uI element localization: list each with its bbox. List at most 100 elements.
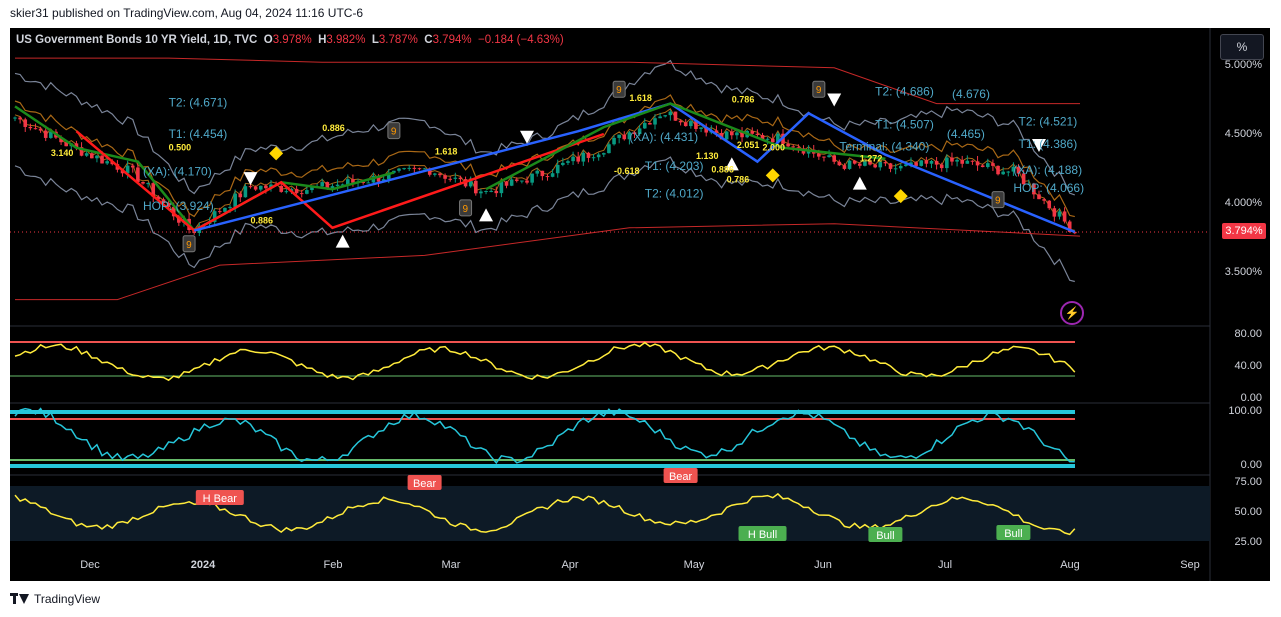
candle-body	[310, 186, 314, 191]
candle-body	[376, 175, 381, 182]
buy-triangle-marker	[724, 157, 739, 171]
candle-body	[161, 199, 166, 204]
candle-body	[730, 131, 734, 136]
sell-triangle-marker	[1032, 139, 1046, 153]
candle-body	[765, 138, 770, 140]
candle-body	[602, 153, 606, 155]
candle-body	[392, 170, 396, 173]
price-chart[interactable]: H Bear Bear Bear H Bull Bull Bull T2: (4.671)…	[10, 28, 1270, 581]
candle-body	[233, 193, 237, 207]
candle-body	[576, 156, 580, 162]
divergence-label: Bull	[1004, 528, 1022, 540]
candle-body	[970, 160, 975, 162]
candle-body	[386, 172, 391, 180]
candle-body	[776, 133, 780, 143]
candle-body	[100, 155, 104, 164]
candle-body	[868, 161, 872, 165]
high-label: H	[318, 34, 327, 46]
footer-brand-text: TradingView	[34, 592, 101, 606]
candle-body	[346, 179, 350, 185]
candle-body	[474, 180, 478, 194]
candle-body	[1037, 194, 1041, 200]
last-price-badge: 3.794%	[1222, 223, 1266, 239]
candle-body	[965, 160, 970, 164]
candle-body	[596, 154, 601, 158]
candle-body	[581, 152, 586, 162]
candle-body	[791, 146, 796, 148]
osc3-tick-label: 25.00	[1234, 536, 1262, 548]
candle-body	[673, 111, 678, 121]
osc3-tick-label: 50.00	[1234, 506, 1262, 518]
td-count-box	[812, 80, 826, 98]
candle-body	[873, 164, 877, 168]
candle-body	[540, 170, 545, 177]
candle-body	[1047, 200, 1052, 209]
candle-body	[64, 142, 68, 147]
candle-body	[760, 134, 765, 140]
candle-body	[284, 191, 289, 193]
candle-body	[18, 117, 22, 120]
divergence-label: Bear	[669, 471, 693, 483]
candle-body	[166, 203, 171, 207]
diamond-marker	[765, 168, 780, 183]
candle-body	[735, 132, 739, 136]
candle-body	[842, 165, 847, 169]
footer-brand[interactable]: TradingView	[10, 592, 100, 606]
blue-zigzag-line	[193, 102, 1076, 234]
candle-body	[43, 130, 48, 138]
candle-body	[852, 160, 857, 164]
candle-body	[509, 179, 514, 186]
candle-body	[822, 156, 826, 158]
td-count-label: 9	[186, 240, 192, 251]
harmonic-target-label: T2: (4.012)	[645, 186, 704, 200]
diamond-marker	[893, 189, 908, 204]
harmonic-target-label: (4.465)	[947, 127, 985, 141]
candle-body	[458, 177, 463, 180]
candle-body	[986, 163, 990, 168]
candle-body	[223, 207, 227, 212]
percent-scale-button[interactable]: %	[1220, 34, 1264, 60]
candle-body	[817, 153, 821, 157]
candle-body	[361, 181, 365, 183]
x-tick-label: May	[683, 559, 705, 571]
x-tick-label: Mar	[441, 559, 461, 571]
candle-body	[1067, 221, 1072, 232]
low-value: 3.787%	[378, 34, 418, 46]
candle-body	[59, 137, 63, 143]
candle-body	[939, 164, 944, 169]
candle-body	[520, 180, 524, 182]
candle-body	[924, 160, 929, 164]
harmonic-target-label: HOP: (3.924)	[143, 199, 214, 213]
candle-body	[151, 183, 156, 197]
candle-body	[248, 186, 253, 188]
candle-body	[146, 183, 150, 185]
candle-body	[648, 122, 652, 125]
candle-body	[607, 144, 611, 154]
y-tick-label: 5.000%	[1224, 59, 1262, 71]
candle-body	[489, 190, 493, 192]
osc1-tick-label: 80.00	[1234, 328, 1262, 340]
candle-body	[468, 180, 473, 187]
y-tick-label: 4.500%	[1224, 128, 1262, 140]
fib-ratio-label: 0.500	[169, 143, 192, 153]
candle-body	[847, 160, 852, 169]
td-count-label: 9	[463, 204, 469, 215]
candle-body	[125, 165, 130, 174]
candle-body	[960, 159, 964, 164]
candle-body	[919, 160, 924, 166]
fib-ratio-label: 3.140	[51, 148, 74, 158]
candle-body	[566, 161, 570, 163]
buy-triangle-marker	[852, 176, 867, 190]
candle-body	[714, 130, 719, 134]
candle-body	[294, 188, 299, 194]
chart-frame[interactable]: H Bear Bear Bear H Bull Bull Bull T2: (4.671)…	[10, 28, 1270, 581]
oscillator-3-line	[14, 492, 1076, 536]
x-tick-label: Jun	[814, 559, 832, 571]
alert-bolt-icon[interactable]: ⚡	[1060, 301, 1084, 325]
candle-body	[366, 182, 371, 184]
candle-body	[504, 181, 509, 186]
candle-body	[694, 121, 698, 129]
candle-body	[171, 206, 176, 217]
fib-ratio-label: 2.051	[737, 140, 760, 150]
candle-body	[74, 143, 79, 148]
